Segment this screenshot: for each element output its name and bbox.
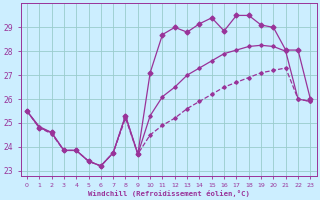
X-axis label: Windchill (Refroidissement éolien,°C): Windchill (Refroidissement éolien,°C)	[88, 190, 250, 197]
